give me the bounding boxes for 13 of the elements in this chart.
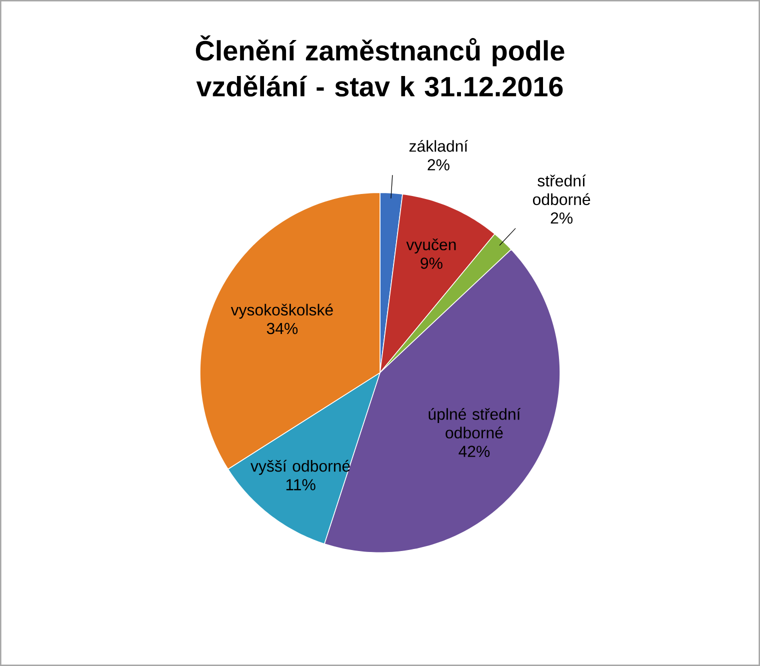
slice-label: vysokoškolské: [230, 304, 333, 319]
slice-label: základní: [409, 140, 468, 152]
data-label: 34%: [266, 322, 298, 334]
data-label: 42%: [458, 446, 490, 457]
slice-label: vyučen: [406, 238, 456, 254]
data-label: 9%: [420, 258, 442, 269]
chart-title: Členění zaměstnanců podle vzdělání - stav k 31.12.2016: [196, 35, 564, 97]
data-label: 2%: [428, 159, 450, 170]
data-label: 11%: [286, 479, 316, 490]
slice-label: úplné střední odborné: [428, 408, 521, 438]
slice-label: střední odborné: [532, 174, 590, 206]
slice-label: vyšší odborné: [250, 460, 350, 475]
data-label: 2%: [550, 212, 573, 224]
